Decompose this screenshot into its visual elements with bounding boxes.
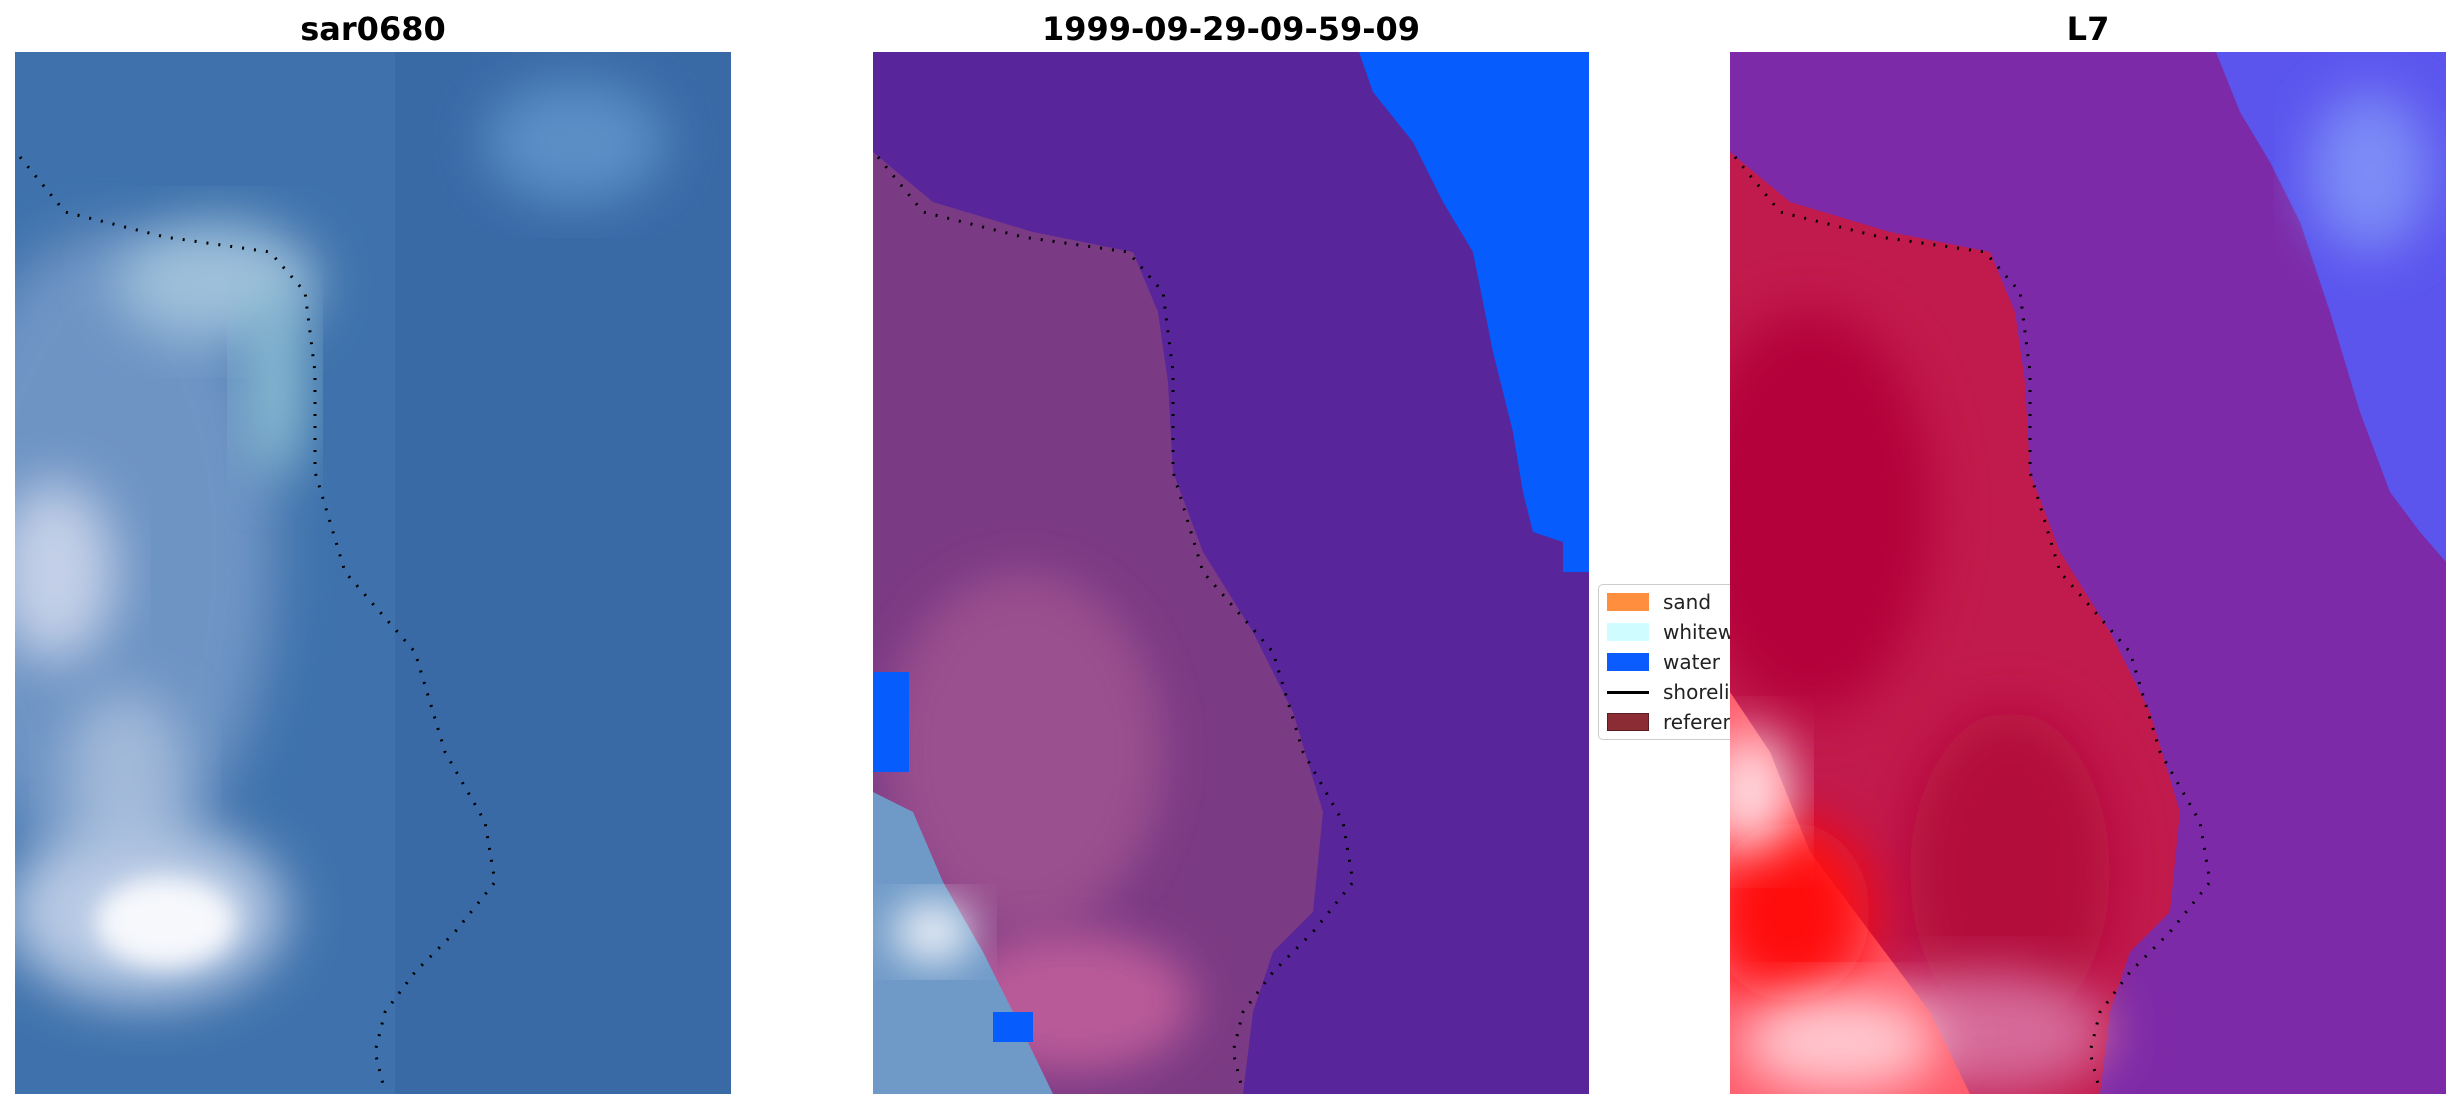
panel-title-rgb: sar0680 xyxy=(300,10,446,48)
water-swatch xyxy=(1607,653,1649,671)
false-color-image xyxy=(1730,52,2446,1094)
panel-title-classified: 1999-09-29-09-59-09 xyxy=(1041,10,1421,48)
whitewater-swatch xyxy=(1607,623,1649,641)
rgb-image-panel xyxy=(15,52,731,1094)
sand-swatch xyxy=(1607,593,1649,611)
false-color-image-panel xyxy=(1730,52,2446,1094)
shoreline-swatch xyxy=(1607,690,1649,694)
legend-item-sand: sand xyxy=(1607,587,1711,617)
legend-item-water: water xyxy=(1607,647,1720,677)
rgb-image xyxy=(15,52,731,1094)
water-class-region xyxy=(1359,52,1589,572)
reference-swatch xyxy=(1607,713,1649,731)
classified-image xyxy=(873,52,1589,1094)
classified-image-panel xyxy=(873,52,1589,1094)
panel-title-false-color: L7 xyxy=(2066,10,2110,48)
